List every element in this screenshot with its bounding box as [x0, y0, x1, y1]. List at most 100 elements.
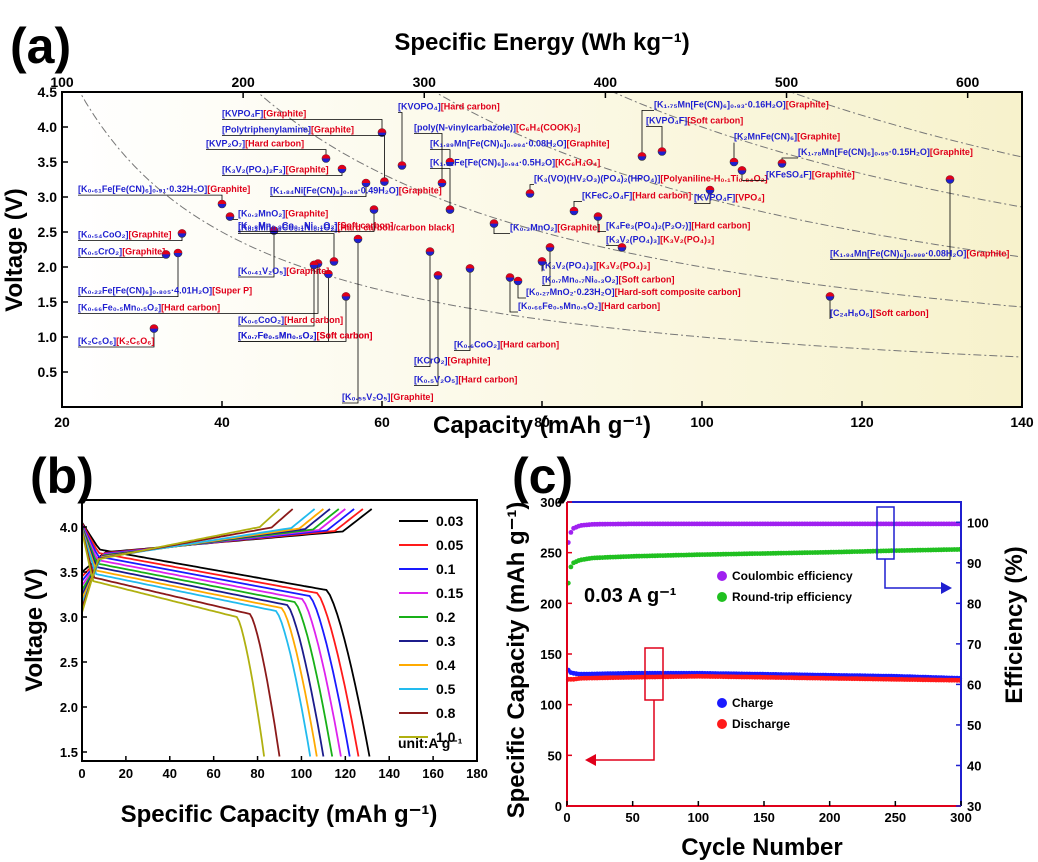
- leader-line: [414, 251, 431, 367]
- discharge-curve: [82, 529, 312, 757]
- x-tick-label: 200: [819, 810, 841, 825]
- data-point-half: [370, 205, 378, 210]
- y-tick-label: 1.5: [38, 294, 58, 310]
- cathode-label: [K₀.₈Mn₀.₉Co₀.₁Ni₀.₁O₂]: [238, 221, 337, 231]
- cathode-label: [K₁.₈₉Mn[Fe(CN)₆]₀.₉₉₄·0.08H₂O]: [430, 139, 567, 149]
- data-point-half: [706, 186, 714, 190]
- material-label: [K₀.₆CoO₂][Hard carbon]: [238, 315, 343, 325]
- panel-a-top-axis-title: Specific Energy (Wh kg⁻¹): [394, 29, 689, 56]
- leader-line: [430, 168, 451, 210]
- x-tick-label: 0: [78, 766, 85, 781]
- cathode-label: [K₄Fe₃(PO₄)₂(P₂O₇)]: [606, 221, 691, 231]
- x-tick-label: 0: [563, 810, 570, 825]
- x-tick-label: 80: [250, 766, 264, 781]
- material-label: [C₂₄H₈O₆][Soft carbon]: [830, 308, 929, 318]
- x2-tick-label: 600: [956, 74, 980, 90]
- material-label: [K₃V₂(PO₄)₂F₃][Graphite]: [222, 165, 329, 175]
- panel-c-right-axis: [567, 501, 962, 806]
- x-tick-label: 300: [950, 810, 972, 825]
- data-point-half: [506, 273, 514, 278]
- panel-c: (c) Cycle Number Specific Capacity (mAh …: [503, 448, 1028, 861]
- y-right-tick-label: 100: [967, 515, 989, 530]
- leader-line: [238, 230, 275, 278]
- y-tick-label: 2.5: [38, 224, 58, 240]
- data-point-half: [826, 292, 834, 297]
- data-point-half: [738, 166, 746, 171]
- panel-b-frame: [81, 499, 478, 762]
- x-tick-label: 250: [884, 810, 906, 825]
- y-tick-label: 1.0: [38, 329, 58, 345]
- material-label: [K₃(VO)(HV₂O₃)(PO₄)₂(HPO₄)][Polyaniline-…: [534, 174, 768, 184]
- x-tick-label: 60: [206, 766, 220, 781]
- data-point-half: [538, 257, 546, 262]
- cathode-label: [KVOPO₄]: [398, 102, 441, 112]
- panel-a: (a) Specific Energy (Wh kg⁻¹) Capacity (…: [1, 18, 1034, 439]
- legend-marker: [717, 592, 727, 602]
- anode-label: [Soft carbon]: [317, 330, 373, 340]
- data-point-half: [594, 212, 602, 217]
- legend-label: 0.5: [436, 681, 456, 697]
- anode-label: [Hard carbon]: [691, 221, 750, 231]
- material-label: [poly(N-vinylcarbazole)][C₆H₄(COOK)₂]: [414, 123, 580, 133]
- y-tick-label: 4.5: [38, 84, 58, 100]
- y-tick-label: 2.0: [60, 700, 78, 715]
- leader-line: [398, 112, 403, 166]
- leader-line: [238, 233, 335, 262]
- cathode-label: [K₁.₉₄Mn[Fe(CN)₆]₀.₉₉₉·0.08H₂O]: [830, 249, 966, 259]
- panel-c-ticks: 0 50 100 150 200 250 3000501001502002503003040…: [540, 495, 988, 825]
- y-right-tick-label: 40: [967, 758, 981, 773]
- anode-label: [K₂C₆O₆]: [116, 336, 154, 346]
- material-label: [K₀.₈Mn₀.₉Co₀.₁Ni₀.₁O₂][Soft carbon]: [238, 221, 393, 231]
- y-right-tick-label: 70: [967, 637, 981, 652]
- x-tick-label: 160: [422, 766, 444, 781]
- legend-label: 0.15: [436, 585, 463, 601]
- x-tick-label: 20: [119, 766, 133, 781]
- panel-a-iso-energy-curves: [79, 92, 1022, 358]
- anode-label: [Soft carbon]: [337, 221, 393, 231]
- leader-line: [646, 126, 663, 152]
- iso-energy-curve: [256, 92, 1022, 308]
- x-tick-label: 120: [850, 414, 874, 430]
- legend-label: Discharge: [732, 717, 790, 731]
- discharge-curve: [82, 531, 265, 757]
- material-label: [K₀.₇Mn₀.₇Ni₀.₃O₂][Soft carbon]: [542, 274, 675, 284]
- discharge-curve: [82, 524, 351, 757]
- cathode-label: [KCrO₂]: [414, 356, 448, 366]
- leader-line: [238, 264, 315, 327]
- cathode-label: [K₃(VO)(HV₂O₃)(PO₄)₂(HPO₄)]: [534, 174, 660, 184]
- cathode-label: [KVP₂O₇]: [206, 139, 245, 149]
- anode-label: [Graphite]: [797, 132, 840, 142]
- legend-marker: [717, 571, 727, 581]
- anode-label: [Graphite]: [207, 184, 250, 194]
- material-label: [K₁.₇₈Mn[Fe(CN)₆]₀.₉₅·0.15H₂O][Graphite]: [798, 147, 973, 157]
- anode-label: [Graphite]: [122, 246, 165, 256]
- data-point: [568, 530, 574, 535]
- data-point-half: [362, 179, 370, 183]
- x-tick-label: 40: [163, 766, 177, 781]
- anode-label: [Graphite]: [263, 109, 306, 119]
- x-tick-label: 100: [690, 414, 714, 430]
- cathode-label: [K₀.₃MnO₂]: [510, 223, 557, 233]
- y-left-tick-label: 300: [540, 495, 562, 510]
- capacity-arrow-line: [590, 700, 655, 761]
- leader-line: [694, 190, 711, 204]
- panel-b-ticks: 0 20 40 60 80 100 120 140 160 180 1.5 2.0 2.5 3.0 3.5 4…: [60, 520, 488, 781]
- data-point-half: [378, 128, 386, 133]
- cathode-label: [K₃V₂(PO₄)₂F₃]: [222, 165, 286, 175]
- legend-label: 1.0: [436, 729, 456, 745]
- panel-b-curves: [82, 508, 373, 757]
- panel-a-data-points: [K₂C₆O₆][K₂C₆O₆][K₀.₅CrO₂][Graphite][K₀.…: [78, 99, 1009, 404]
- data-point-half: [342, 292, 350, 297]
- cathode-label: [KVPO₄F]: [646, 116, 687, 126]
- legend-label: 0.05: [436, 537, 463, 553]
- x2-tick-label: 200: [231, 74, 255, 90]
- x-tick-label: 50: [625, 810, 639, 825]
- anode-label: [Super P]: [212, 286, 252, 296]
- discharge-curve: [82, 523, 360, 757]
- cathode-label: [K₀.₂₇MnO₂·0.23H₂O]: [526, 287, 615, 297]
- material-label: [K₀.₃MnO₂][Graphite]: [238, 209, 328, 219]
- data-point-half: [150, 324, 158, 329]
- efficiency-arrow-head: [941, 582, 952, 594]
- anode-label: [Graphite]: [128, 230, 171, 240]
